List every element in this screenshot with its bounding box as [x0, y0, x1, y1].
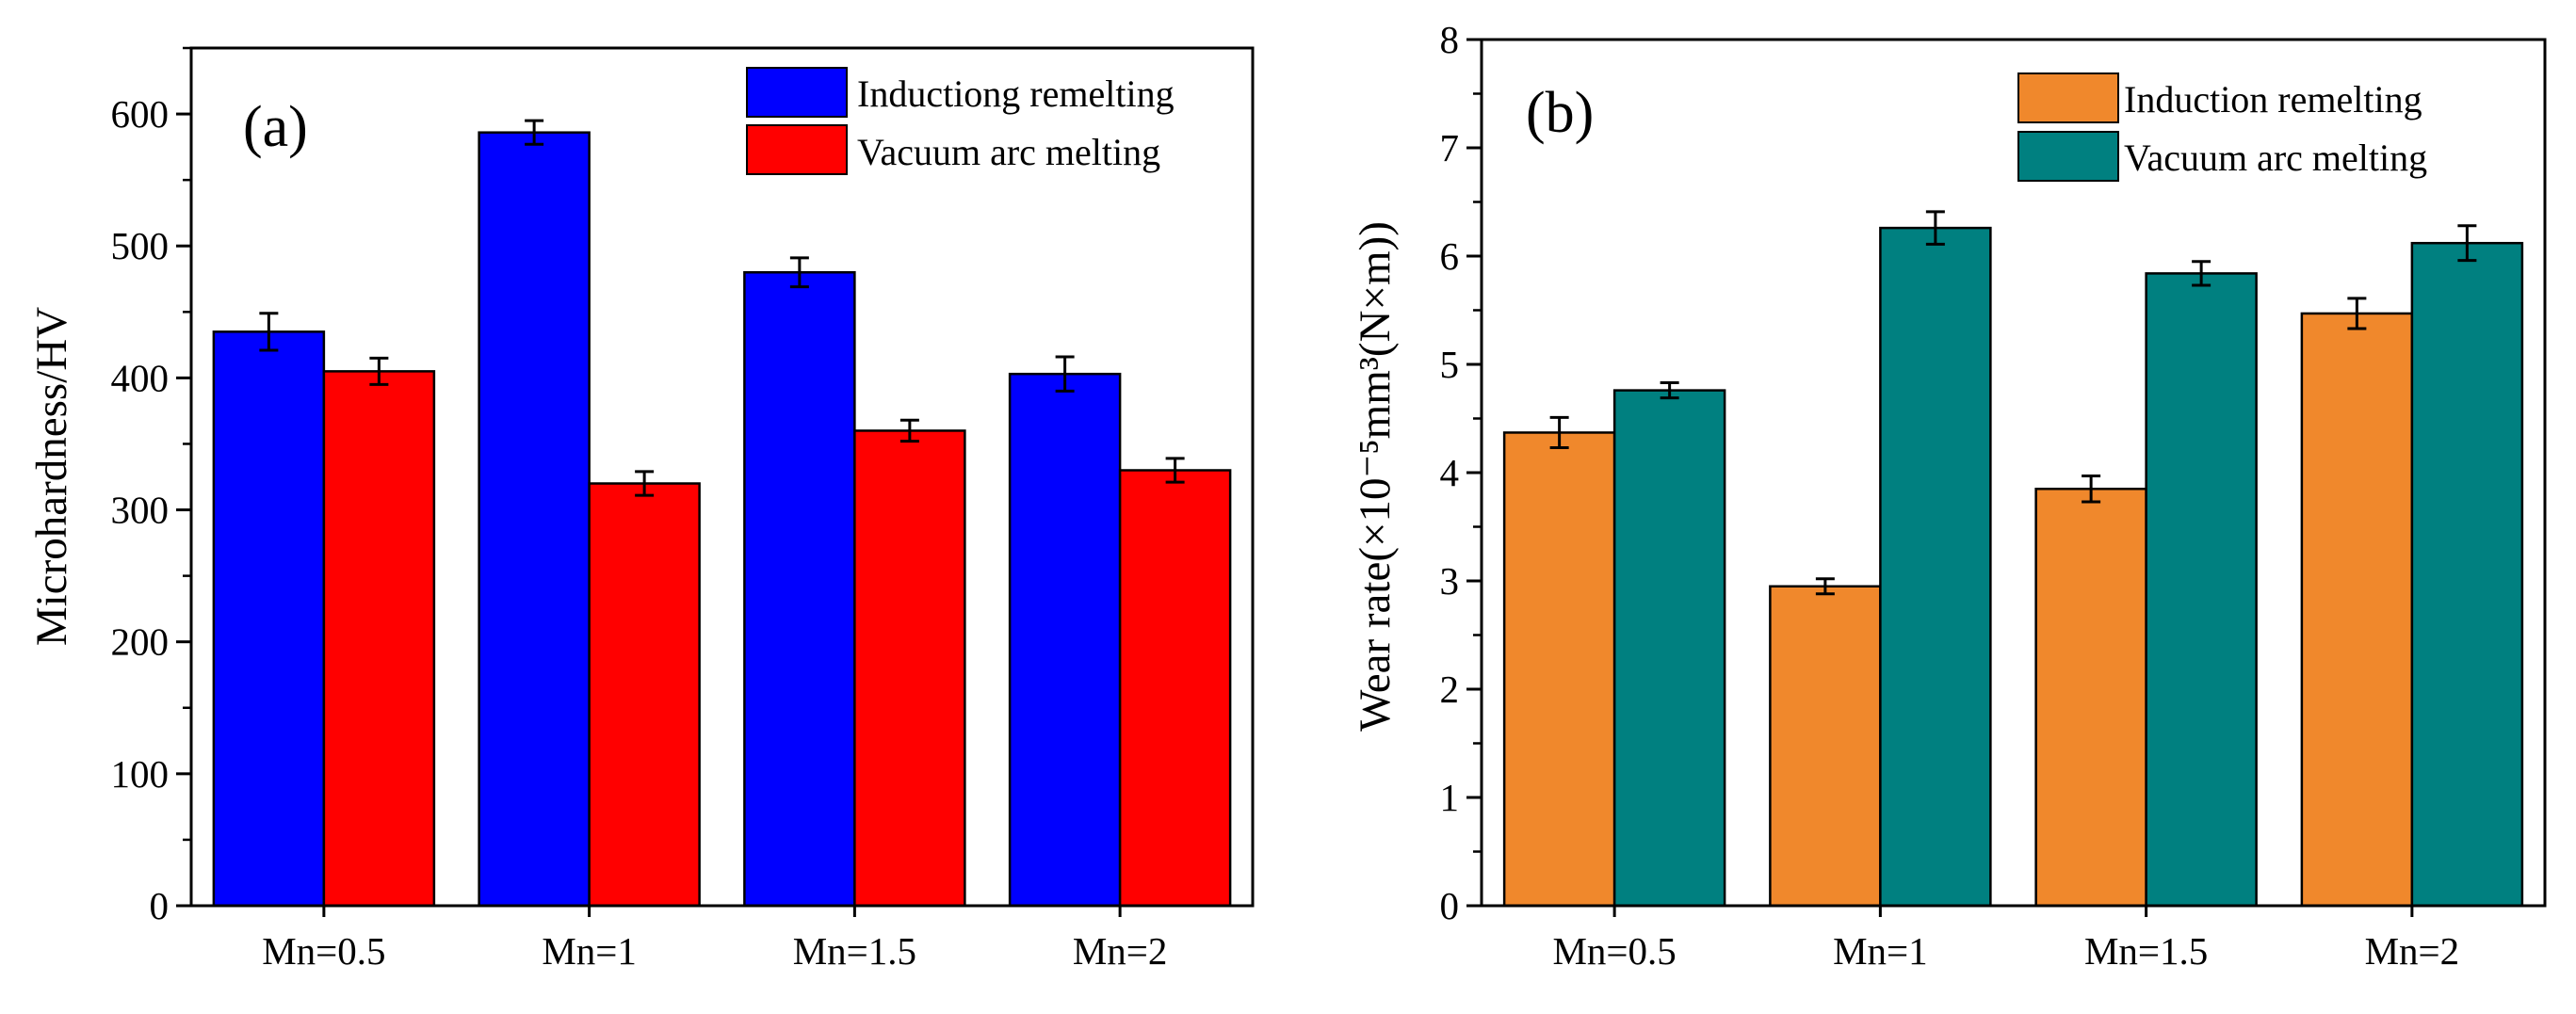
bar-a-s0-3 — [1008, 372, 1122, 908]
bar-a-s0-1 — [478, 131, 591, 908]
bar-b-s1-3 — [2410, 241, 2524, 908]
panel-a-bars — [212, 131, 1232, 908]
x-tick-label-a-2: Mn=1.5 — [793, 929, 916, 973]
panel-b-bars — [1502, 226, 2524, 908]
y-tick-label-a-4: 400 — [111, 356, 170, 399]
y-tick-label-b-0: 0 — [1440, 884, 1460, 927]
legend-a-swatch-vacuum — [746, 124, 848, 175]
error-bar-b-s0-0 — [1549, 415, 1569, 450]
panel-b-y-axis-label: Wear rate(×10⁻⁵mm³(N×m)) — [1351, 221, 1400, 732]
error-bar-a-s0-0 — [259, 312, 279, 352]
bar-a-s1-3 — [1118, 469, 1232, 908]
y-tick-label-b-8: 8 — [1440, 18, 1460, 61]
legend-b-vacuum-label: Vacuum arc melting — [2124, 137, 2427, 179]
y-tick-label-b-3: 3 — [1440, 559, 1460, 603]
y-tick-label-b-6: 6 — [1440, 234, 1460, 278]
bar-b-s1-2 — [2145, 272, 2258, 908]
bar-a-s0-2 — [743, 271, 856, 908]
bar-b-s1-0 — [1612, 389, 1726, 908]
x-tick-label-b-3: Mn=2 — [2365, 929, 2460, 973]
panel-b-frame — [1480, 38, 2547, 908]
x-tick-label-b-1: Mn=1 — [1833, 929, 1928, 973]
bar-b-s0-3 — [2300, 312, 2414, 908]
panel-b-legend: Induction remelting Vacuum arc melting — [2017, 72, 2427, 182]
panel-b-wear-rate: 0 1 2 3 4 5 6 7 8 Mn=0.5 Mn=1 Mn=1.5 Mn=2 (b) Wear … — [1351, 18, 2547, 973]
x-tick-label-b-0: Mn=0.5 — [1552, 929, 1676, 973]
legend-a-vacuum-label: Vacuum arc melting — [857, 131, 1160, 173]
error-bar-a-s1-3 — [1165, 457, 1185, 484]
error-bar-a-s1-1 — [635, 470, 655, 497]
bar-a-s1-1 — [588, 482, 701, 908]
bar-b-s0-2 — [2034, 488, 2147, 908]
panel-a-frame — [189, 46, 1255, 908]
error-bar-a-s0-2 — [789, 256, 809, 289]
error-bar-b-s0-3 — [2347, 297, 2367, 330]
panel-a-x-ticks: Mn=0.5 Mn=1 Mn=1.5 Mn=2 — [262, 906, 1167, 973]
panel-b-x-ticks: Mn=0.5 Mn=1 Mn=1.5 Mn=2 — [1552, 906, 2459, 973]
panel-b-y-ticks: 0 1 2 3 4 5 6 7 8 — [1440, 18, 1482, 927]
panel-a-error-bars — [259, 119, 1185, 497]
panel-a-y-ticks: 0 100 200 300 400 500 600 — [111, 46, 191, 927]
y-tick-label-a-1: 100 — [111, 752, 170, 796]
error-bar-a-s0-3 — [1055, 355, 1075, 393]
error-bar-a-s1-2 — [899, 418, 919, 443]
bar-a-s0-0 — [212, 330, 326, 908]
y-tick-label-b-7: 7 — [1440, 126, 1460, 169]
panel-b-error-bars — [1549, 210, 2477, 596]
error-bar-b-s0-1 — [1815, 577, 1835, 596]
y-tick-label-b-4: 4 — [1440, 451, 1460, 494]
y-tick-label-b-5: 5 — [1440, 343, 1460, 386]
bar-a-s1-0 — [322, 370, 436, 908]
error-bar-b-s1-0 — [1660, 381, 1679, 400]
y-tick-label-a-3: 300 — [111, 489, 170, 532]
legend-b-swatch-induction — [2017, 72, 2119, 123]
error-bar-a-s1-0 — [369, 356, 389, 386]
bar-a-s1-2 — [853, 429, 966, 908]
x-tick-label-a-1: Mn=1 — [542, 929, 637, 973]
bar-b-s0-0 — [1502, 431, 1616, 908]
x-tick-label-a-0: Mn=0.5 — [262, 929, 385, 973]
panel-a-y-axis-label: Microhardness/HV — [27, 307, 76, 646]
panel-a-legend: Inductiong remelting Vacuum arc melting — [746, 67, 1175, 175]
y-tick-label-b-2: 2 — [1440, 668, 1460, 711]
y-tick-label-a-2: 200 — [111, 620, 170, 664]
error-bar-b-s0-2 — [2082, 474, 2101, 504]
legend-a-induction-label: Inductiong remelting — [857, 72, 1175, 115]
error-bar-b-s1-1 — [1925, 210, 1945, 246]
x-tick-label-b-2: Mn=1.5 — [2084, 929, 2208, 973]
error-bar-b-s1-3 — [2457, 224, 2477, 263]
y-tick-label-a-0: 0 — [150, 884, 170, 927]
panel-b-label: (b) — [1526, 81, 1594, 145]
legend-a-swatch-induction — [746, 67, 848, 118]
legend-b-swatch-vacuum — [2017, 131, 2119, 182]
legend-b-induction-label: Induction remelting — [2124, 78, 2422, 121]
panel-a-microhardness: 0 100 200 300 400 500 600 Mn=0.5 Mn=1 Mn=1.5 Mn=2… — [27, 46, 1255, 973]
panel-a-label: (a) — [243, 95, 308, 159]
y-tick-label-a-6: 600 — [111, 92, 170, 136]
x-tick-label-a-3: Mn=2 — [1073, 929, 1168, 973]
y-tick-label-a-5: 500 — [111, 224, 170, 267]
error-bar-a-s0-1 — [525, 119, 544, 146]
bar-b-s0-1 — [1769, 585, 1882, 908]
bar-b-s1-1 — [1879, 226, 1992, 908]
y-tick-label-b-1: 1 — [1440, 776, 1460, 819]
error-bar-b-s1-2 — [2192, 260, 2211, 287]
